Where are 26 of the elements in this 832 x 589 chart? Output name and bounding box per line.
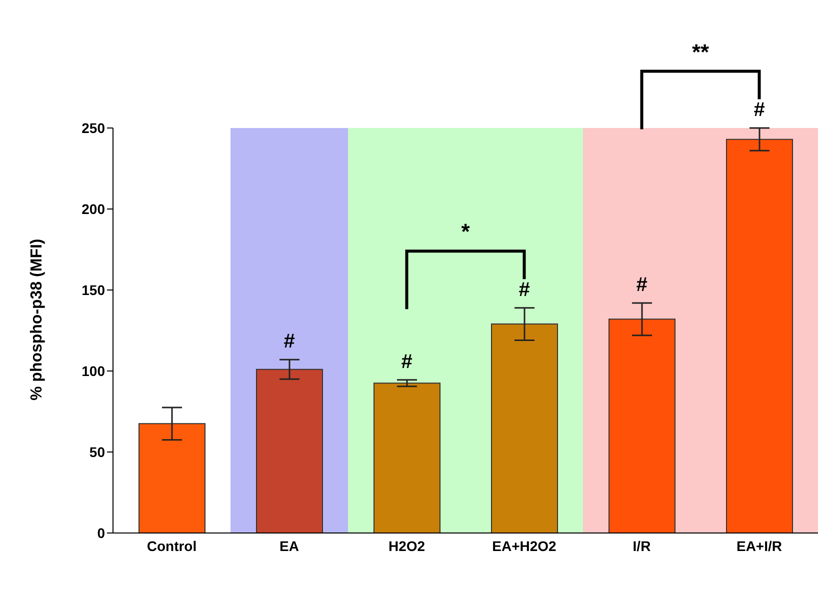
annotation: #	[636, 274, 648, 296]
x-tick-label: EA	[280, 538, 299, 554]
x-tick-label: EA+I/R	[736, 538, 782, 554]
bar	[138, 423, 206, 533]
x-tick-label: H2O2	[388, 538, 426, 554]
text: **	[692, 39, 710, 64]
annotation: #	[284, 330, 295, 353]
bar	[256, 368, 323, 533]
annotation: *	[461, 219, 470, 244]
y-axis-title: % phospho-p38 (MFI)	[28, 238, 46, 400]
text: #	[754, 99, 765, 121]
bar	[374, 382, 440, 533]
y-tick-label: 250	[82, 120, 106, 136]
bar	[726, 138, 793, 533]
y-tick-label: 150	[82, 282, 106, 298]
x-tick-label: EA+H2O2	[492, 538, 557, 554]
annotation: #	[401, 350, 412, 373]
x-tick-label: I/R	[632, 538, 651, 554]
x-tick-label: Control	[146, 538, 197, 554]
y-tick-label: 100	[82, 362, 106, 379]
bar	[608, 318, 676, 533]
bar	[491, 324, 558, 533]
y-tick-label: 0	[97, 524, 106, 541]
annotation: #	[518, 278, 530, 301]
y-tick-label: 200	[82, 200, 106, 217]
y-tick-label: 50	[89, 444, 106, 460]
